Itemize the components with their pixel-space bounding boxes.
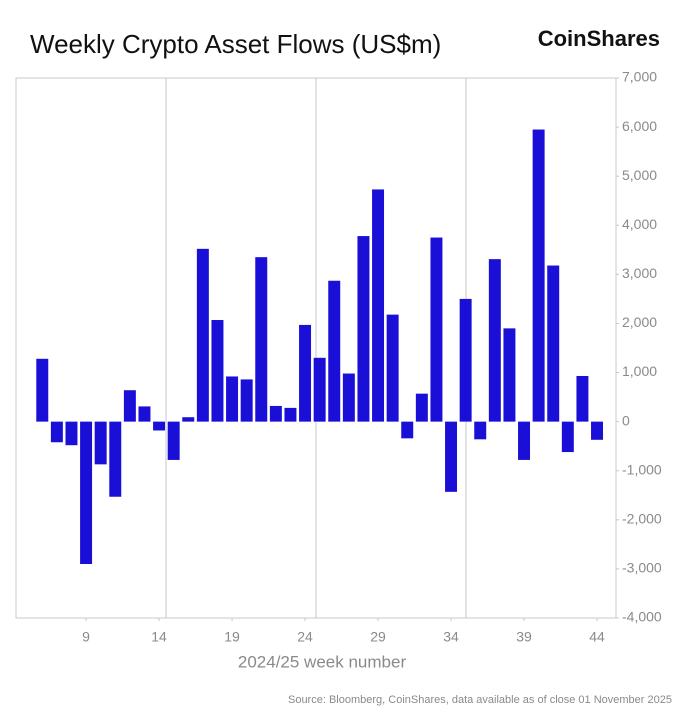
bar <box>109 421 122 497</box>
bar <box>226 376 239 422</box>
y-tick-label: 5,000 <box>622 167 657 183</box>
bar <box>518 421 531 460</box>
bar <box>211 320 224 422</box>
bar <box>36 358 49 422</box>
y-tick-label: -1,000 <box>622 461 662 477</box>
y-tick-label: 1,000 <box>622 363 657 379</box>
x-tick-label: 24 <box>297 629 313 645</box>
bar <box>196 248 209 422</box>
bar <box>576 375 589 422</box>
bar <box>503 328 516 422</box>
bar <box>430 237 443 422</box>
bar <box>342 373 355 422</box>
bar <box>284 407 297 422</box>
x-tick-label: 39 <box>516 629 532 645</box>
bar <box>474 421 487 440</box>
y-tick-label: 0 <box>622 412 630 428</box>
y-tick-label: -4,000 <box>622 609 662 625</box>
bar <box>313 357 326 422</box>
bar <box>80 421 93 564</box>
bar <box>94 421 107 465</box>
y-tick-label: 7,000 <box>622 69 657 85</box>
bar <box>167 421 180 460</box>
bar <box>50 421 63 443</box>
bar <box>415 393 428 422</box>
brand-logo: CoinShares <box>538 26 660 51</box>
bar <box>561 421 574 453</box>
bar <box>138 406 151 422</box>
bar <box>591 421 604 440</box>
bar <box>269 405 282 422</box>
x-tick-label: 44 <box>589 629 605 645</box>
y-tick-label: 6,000 <box>622 118 657 134</box>
bar <box>299 324 312 422</box>
chart-title: Weekly Crypto Asset Flows (US$m) <box>30 29 441 59</box>
x-tick-label: 34 <box>443 629 459 645</box>
bar <box>328 280 341 422</box>
bar <box>372 189 385 422</box>
bar <box>240 379 253 422</box>
bar <box>547 265 560 422</box>
bar <box>153 421 166 431</box>
bar <box>357 236 370 422</box>
x-tick-label: 19 <box>224 629 240 645</box>
bar <box>445 421 458 492</box>
y-tick-label: 3,000 <box>622 265 657 281</box>
bar <box>123 390 136 422</box>
x-tick-label: 14 <box>151 629 167 645</box>
x-axis-label: 2024/25 week number <box>238 652 407 671</box>
y-tick-label: -3,000 <box>622 560 662 576</box>
y-tick-label: -2,000 <box>622 511 662 527</box>
bar <box>488 259 501 422</box>
bar <box>386 314 399 422</box>
bar <box>255 257 268 422</box>
x-tick-label: 29 <box>370 629 386 645</box>
source-note: Source: Bloomberg, CoinShares, data avai… <box>288 694 672 706</box>
bar <box>532 129 545 422</box>
bar <box>65 421 78 446</box>
y-tick-label: 2,000 <box>622 314 657 330</box>
bar <box>459 298 472 422</box>
y-tick-label: 4,000 <box>622 216 657 232</box>
x-tick-label: 9 <box>82 629 90 645</box>
bar <box>401 421 414 439</box>
bar <box>182 417 195 422</box>
